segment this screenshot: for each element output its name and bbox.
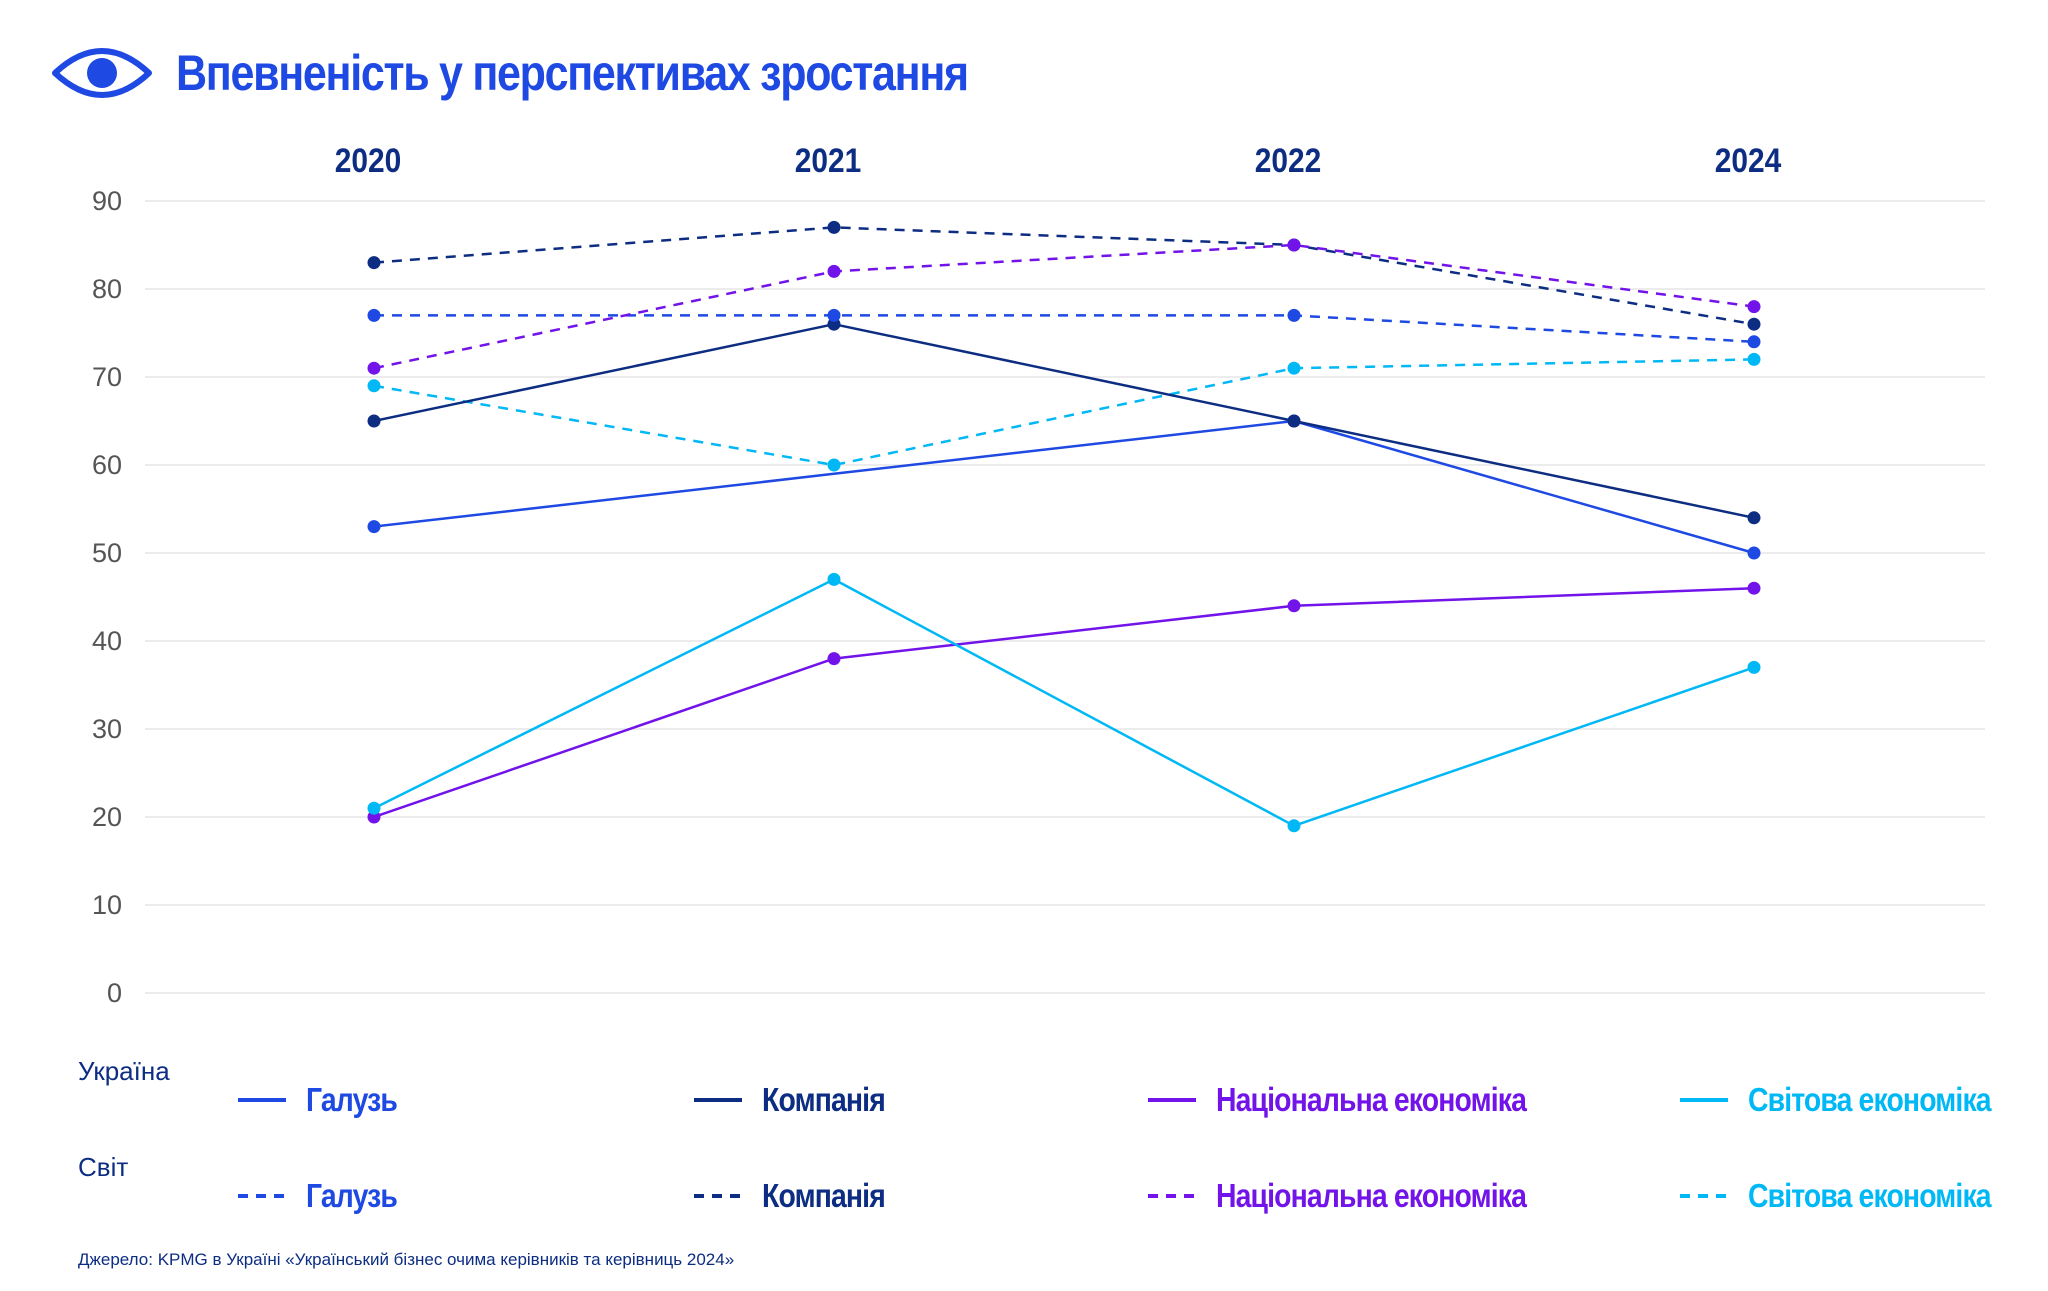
data-point bbox=[827, 572, 841, 586]
x-year-label: 2020 bbox=[335, 141, 402, 179]
series-line-solid bbox=[373, 578, 1755, 828]
legend-label: Галузь bbox=[306, 1081, 398, 1118]
page-title: Впевненість у перспективах зростання bbox=[176, 45, 969, 101]
legend-swatch-solid bbox=[694, 1098, 742, 1102]
legend-label: Компанія bbox=[762, 1081, 886, 1118]
y-tick-label: 0 bbox=[107, 978, 122, 1008]
legend-group-ukraine: Україна bbox=[78, 1056, 170, 1086]
data-point bbox=[367, 256, 381, 270]
data-point bbox=[1747, 300, 1761, 314]
data-point bbox=[367, 520, 381, 534]
grid-lines bbox=[145, 200, 1985, 994]
data-point bbox=[1287, 599, 1301, 613]
legend-label: Національна економіка bbox=[1216, 1177, 1527, 1214]
x-year-label: 2022 bbox=[1255, 141, 1322, 179]
y-tick-label: 90 bbox=[92, 186, 122, 216]
legend-item-company-ukraine: Компанія bbox=[694, 1078, 905, 1122]
series-line-solid bbox=[373, 586, 1755, 819]
data-point bbox=[827, 652, 841, 666]
series-line-dashed bbox=[374, 314, 1755, 344]
line-chart: 0 10 20 30 40 50 60 70 80 90 2020 2021 2022 2024 bbox=[92, 141, 1985, 1008]
y-tick-label: 70 bbox=[92, 362, 122, 392]
data-point bbox=[1287, 414, 1301, 428]
series-line-solid bbox=[373, 419, 1755, 555]
data-point bbox=[1287, 238, 1301, 252]
data-point bbox=[827, 458, 841, 472]
legend-item-industry-ukraine: Галузь bbox=[238, 1078, 412, 1122]
legend-swatch-dashed bbox=[238, 1194, 286, 1198]
legend-label: Світова економіка bbox=[1748, 1177, 1992, 1214]
legend-label: Галузь bbox=[306, 1177, 398, 1214]
series-line-solid bbox=[373, 322, 1755, 520]
data-point bbox=[1287, 819, 1301, 833]
data-point bbox=[367, 361, 381, 375]
legend-item-industry-world: Галузь bbox=[238, 1174, 412, 1218]
title-row: Впевненість у перспективах зростання bbox=[52, 38, 1097, 108]
legend-item-world-world: Світова економіка bbox=[1680, 1174, 2030, 1218]
legend-swatch-solid bbox=[1680, 1098, 1728, 1102]
source-note: Джерело: KPMG в Україні «Український біз… bbox=[78, 1250, 735, 1269]
data-point bbox=[827, 264, 841, 278]
legend-item-company-world: Компанія bbox=[694, 1174, 905, 1218]
data-point bbox=[1747, 317, 1761, 331]
data-point bbox=[1287, 308, 1301, 322]
y-tick-label: 10 bbox=[92, 890, 122, 920]
legend-swatch-dashed bbox=[694, 1194, 742, 1198]
y-tick-label: 40 bbox=[92, 626, 122, 656]
legend-swatch-solid bbox=[238, 1098, 286, 1102]
series-line-dashed bbox=[373, 358, 1755, 467]
data-point bbox=[1747, 352, 1761, 366]
x-year-label: 2021 bbox=[795, 141, 862, 179]
x-year-label: 2024 bbox=[1715, 141, 1782, 179]
data-point bbox=[367, 379, 381, 393]
legend-label: Світова економіка bbox=[1748, 1081, 1992, 1118]
legend-item-national-ukraine: Національна економіка bbox=[1148, 1078, 1576, 1122]
eye-icon bbox=[52, 48, 152, 98]
legend-item-world-ukraine: Світова економіка bbox=[1680, 1078, 2030, 1122]
data-point bbox=[1747, 335, 1761, 349]
x-axis-years: 2020 2021 2022 2024 bbox=[335, 141, 1782, 179]
series-line-dashed bbox=[373, 243, 1755, 370]
series-line-dashed bbox=[373, 226, 1755, 326]
legend-swatch-solid bbox=[1148, 1098, 1196, 1102]
data-point bbox=[367, 414, 381, 428]
y-tick-label: 60 bbox=[92, 450, 122, 480]
legend-group-world: Світ bbox=[78, 1152, 129, 1182]
legend-label: Компанія bbox=[762, 1177, 886, 1214]
data-point bbox=[1747, 581, 1761, 595]
data-point bbox=[1287, 361, 1301, 375]
data-point bbox=[1747, 546, 1761, 560]
y-tick-label: 30 bbox=[92, 714, 122, 744]
y-tick-label: 20 bbox=[92, 802, 122, 832]
data-point bbox=[827, 308, 841, 322]
legend-swatch-dashed bbox=[1148, 1194, 1196, 1198]
legend-item-national-world: Національна економіка bbox=[1148, 1174, 1576, 1218]
series-lines bbox=[373, 226, 1755, 828]
data-point bbox=[1747, 511, 1761, 525]
y-axis-ticks: 0 10 20 30 40 50 60 70 80 90 bbox=[92, 186, 122, 1008]
legend-label: Національна економіка bbox=[1216, 1081, 1527, 1118]
series-markers bbox=[367, 220, 1761, 833]
y-tick-label: 50 bbox=[92, 538, 122, 568]
data-point bbox=[827, 220, 841, 234]
data-point bbox=[367, 801, 381, 815]
data-point bbox=[367, 308, 381, 322]
y-tick-label: 80 bbox=[92, 274, 122, 304]
data-point bbox=[1747, 660, 1761, 674]
legend-swatch-dashed bbox=[1680, 1194, 1728, 1198]
